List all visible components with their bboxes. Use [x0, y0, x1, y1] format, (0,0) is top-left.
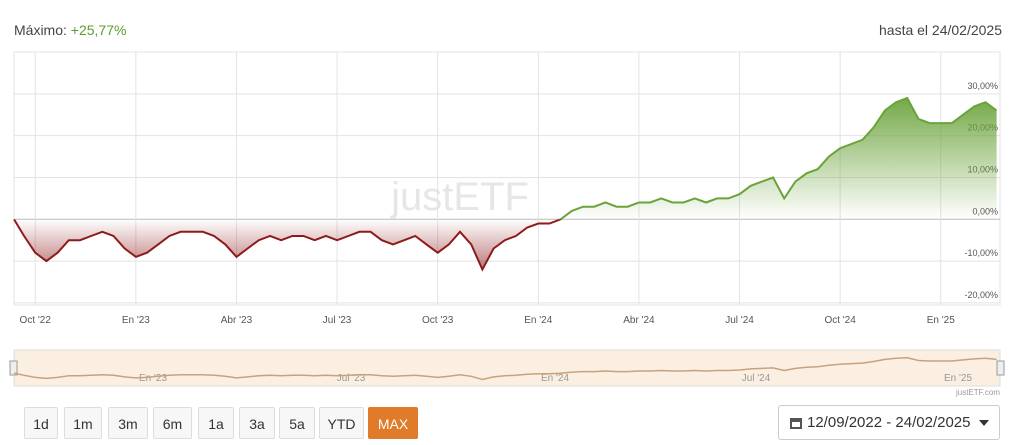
- x-tick-label: En '24: [524, 315, 552, 326]
- credit: justETF.com: [955, 388, 1000, 397]
- navigator-label: En '24: [541, 373, 569, 384]
- max-label: Máximo:: [14, 22, 67, 38]
- navigator-label: En '23: [139, 373, 167, 384]
- x-tick-label: En '25: [927, 315, 955, 326]
- navigator-label: Jul '24: [742, 373, 771, 384]
- date-range: 12/09/2022 - 24/02/2025: [807, 414, 971, 431]
- navigator: [13, 349, 1001, 387]
- navigator-label: En '25: [944, 373, 972, 384]
- max-label-wrap: Máximo: +25,77%: [14, 22, 126, 38]
- range-button[interactable]: 6m: [153, 407, 192, 439]
- y-tick-label: 30,00%: [967, 81, 998, 91]
- x-tick-label: Jul '23: [323, 315, 352, 326]
- line: [13, 96, 998, 272]
- x-tick-label: Oct '24: [824, 315, 856, 326]
- x-tick-label: Abr '24: [623, 315, 655, 326]
- x-tick-label: En '23: [122, 315, 150, 326]
- x-tick-label: Oct '23: [422, 315, 454, 326]
- date-range-picker[interactable]: 12/09/2022 - 24/02/2025: [778, 405, 1000, 440]
- date-label: hasta el 24/02/2025: [879, 22, 1002, 38]
- y-tick-label: -20,00%: [964, 290, 998, 300]
- plot-frame: [13, 51, 1001, 306]
- area: [14, 98, 997, 270]
- navigator-label: Jul '23: [337, 373, 366, 384]
- x-tick-label: Oct '22: [20, 315, 52, 326]
- navigator-handle[interactable]: [9, 360, 18, 376]
- navigator-handle[interactable]: [996, 360, 1005, 376]
- max-value: +25,77%: [70, 22, 127, 38]
- range-button[interactable]: 1a: [198, 407, 234, 439]
- x-tick-label: Abr '23: [221, 315, 253, 326]
- y-tick-label: -10,00%: [964, 248, 998, 258]
- range-button[interactable]: YTD: [319, 407, 364, 439]
- chart: justETF En '23 Jul '23 En '24 Jul '24 En…: [9, 51, 1005, 397]
- range-button[interactable]: 3a: [239, 407, 275, 439]
- range-button[interactable]: MAX: [368, 407, 418, 439]
- range-button[interactable]: 1d: [24, 407, 58, 439]
- range-button[interactable]: 1m: [64, 407, 102, 439]
- range-button[interactable]: 5a: [279, 407, 315, 439]
- watermark: justETF: [390, 175, 529, 219]
- calendar-icon: [790, 418, 802, 429]
- range-button[interactable]: 3m: [108, 407, 148, 439]
- x-tick-label: Jul '24: [725, 315, 754, 326]
- navigator-line: [13, 357, 997, 381]
- caret: [979, 420, 989, 426]
